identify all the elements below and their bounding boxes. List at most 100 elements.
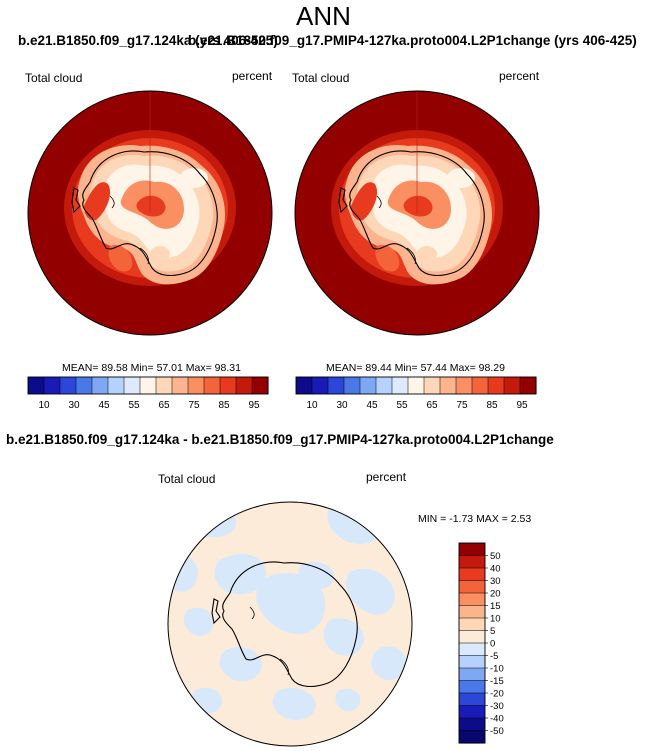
map-diff-negative-patches xyxy=(168,504,407,721)
colorbar-diff-swatch xyxy=(458,667,486,682)
panel-a-max-label: Max= xyxy=(185,362,212,374)
diff-units-label: percent xyxy=(366,470,407,484)
colorbar-diff-tick-label: -10 xyxy=(490,664,504,675)
map-a xyxy=(27,90,273,336)
difference-header: b.e21.B1850.f09_g17.124ka - b.e21.B1850.… xyxy=(6,432,554,447)
colorbar-diff-swatch xyxy=(458,642,486,657)
colorbar-b: 10 30 45 55 65 75 85 95 xyxy=(295,376,537,411)
colorbar-diff-swatch xyxy=(458,680,486,694)
colorbar-a: 10 30 45 55 65 75 85 95 xyxy=(27,376,269,411)
colorbar-a-tick-label: 10 xyxy=(38,400,50,411)
colorbar-a-swatch xyxy=(235,376,253,395)
colorbar-diff-tick-label: -40 xyxy=(490,714,504,725)
panel-b-min-value: 57.44 xyxy=(420,362,447,374)
colorbar-b-swatch xyxy=(519,376,537,395)
panel-a-stats: MEAN= 89.58 Min= 57.01 Max= 98.31 xyxy=(62,362,241,374)
colorbar-b-swatch xyxy=(487,376,505,395)
colorbar-a-swatch xyxy=(155,376,173,395)
colorbar-b-swatch xyxy=(295,376,313,395)
colorbar-diff-tick-label: 5 xyxy=(490,626,495,637)
colorbar-a-swatch xyxy=(219,376,237,395)
panel-b-mean-label: MEAN= xyxy=(326,362,363,374)
colorbar-b-swatch xyxy=(359,376,377,395)
colorbar-diff-swatch xyxy=(458,555,486,569)
figure-title: ANN xyxy=(296,1,351,31)
colorbar-b-tick-label: 85 xyxy=(486,400,498,411)
colorbar-a-frame xyxy=(27,376,269,395)
colorbar-a-swatch xyxy=(43,376,61,395)
diff-variable-label: Total cloud xyxy=(158,472,216,486)
panel-b-header: b.e21.B1850.f09_g17.PMIP4-127ka.proto004… xyxy=(188,33,637,48)
colorbar-diff-tick-label: -50 xyxy=(490,726,504,737)
colorbar-b-tick-label: 65 xyxy=(426,400,438,411)
panel-a-max-value: 98.31 xyxy=(214,362,241,374)
colorbar-diff-swatch xyxy=(458,730,486,744)
map-b-border xyxy=(294,90,540,336)
colorbar-a-tick-label: 95 xyxy=(248,400,260,411)
colorbar-diff-tick-label: 50 xyxy=(490,551,501,562)
panel-a-min-label: Min= xyxy=(130,362,154,374)
colorbar-a-swatch xyxy=(59,376,77,395)
colorbar-diff-swatch xyxy=(458,617,486,632)
panel-b-min-label: Min= xyxy=(394,362,418,374)
colorbar-a-swatch xyxy=(91,376,109,395)
panel-a-min-value: 57.01 xyxy=(156,362,183,374)
panel-b-max-value: 98.29 xyxy=(478,362,505,374)
colorbar-b-tick-label: 45 xyxy=(366,400,378,411)
colorbar-diff-swatch xyxy=(458,567,486,582)
colorbar-a-swatch xyxy=(139,376,157,395)
panel-a-mean-label: MEAN= xyxy=(62,362,99,374)
panel-a-units-label: percent xyxy=(232,69,273,83)
colorbar-b-swatch xyxy=(407,376,425,395)
colorbar-b-swatch xyxy=(311,376,329,395)
colorbar-diff-swatch xyxy=(458,580,486,594)
colorbar-b-swatch xyxy=(391,376,409,395)
colorbar-diff-tick-label: -5 xyxy=(490,651,498,662)
colorbar-b-tick-label: 75 xyxy=(456,400,468,411)
panel-a-variable-label: Total cloud xyxy=(25,71,83,85)
colorbar-a-swatch xyxy=(203,376,221,395)
colorbar-a-tick-label: 30 xyxy=(68,400,80,411)
colorbar-diff-swatch xyxy=(458,542,486,557)
colorbar-diff-tick-label: 10 xyxy=(490,614,501,625)
colorbar-a-swatch xyxy=(251,376,269,395)
colorbar-a-tick-label: 75 xyxy=(188,400,200,411)
diff-minmax-stats: MIN = -1.73 MAX = 2.53 xyxy=(418,513,532,525)
colorbar-diff-tick-label: 20 xyxy=(490,589,501,600)
colorbar-a-swatch xyxy=(75,376,93,395)
colorbar-b-tick-label: 10 xyxy=(306,400,318,411)
colorbar-diff-tick-label: 30 xyxy=(490,576,501,587)
colorbar-b-swatch xyxy=(423,376,441,395)
map-diff xyxy=(167,501,413,747)
colorbar-diff-tick-label: -15 xyxy=(490,676,504,687)
colorbar-a-swatch xyxy=(107,376,125,395)
colorbar-diff-swatch xyxy=(458,655,486,669)
map-diff-border xyxy=(167,501,413,747)
colorbar-b-swatch xyxy=(439,376,457,395)
colorbar-b-swatch xyxy=(471,376,489,395)
colorbar-a-swatch xyxy=(171,376,189,395)
panel-b-units-label: percent xyxy=(499,69,540,83)
colorbar-a-tick-label: 65 xyxy=(158,400,170,411)
colorbar-diff-swatch xyxy=(458,630,486,644)
colorbar-b-frame xyxy=(295,376,537,395)
colorbar-b-swatch xyxy=(343,376,361,395)
panel-b-mean-value: 89.44 xyxy=(365,362,392,374)
colorbar-diff-tick-label: 15 xyxy=(490,601,501,612)
colorbar-a-tick-label: 85 xyxy=(218,400,230,411)
colorbar-diff-swatch xyxy=(458,705,486,719)
colorbar-a-swatch xyxy=(27,376,45,395)
colorbar-b-swatch xyxy=(327,376,345,395)
panel-b-max-label: Max= xyxy=(449,362,476,374)
panel-b-stats: MEAN= 89.44 Min= 57.44 Max= 98.29 xyxy=(326,362,505,374)
panel-a-mean-value: 89.58 xyxy=(101,362,128,374)
colorbar-diff-tick-label: 0 xyxy=(490,639,495,650)
colorbar-b-tick-label: 30 xyxy=(336,400,348,411)
colorbar-b-swatch xyxy=(455,376,473,395)
map-b xyxy=(294,90,540,336)
colorbar-a-tick-label: 45 xyxy=(98,400,110,411)
panel-b-variable-label: Total cloud xyxy=(292,71,350,85)
colorbar-diff-tick-label: -20 xyxy=(490,689,504,700)
